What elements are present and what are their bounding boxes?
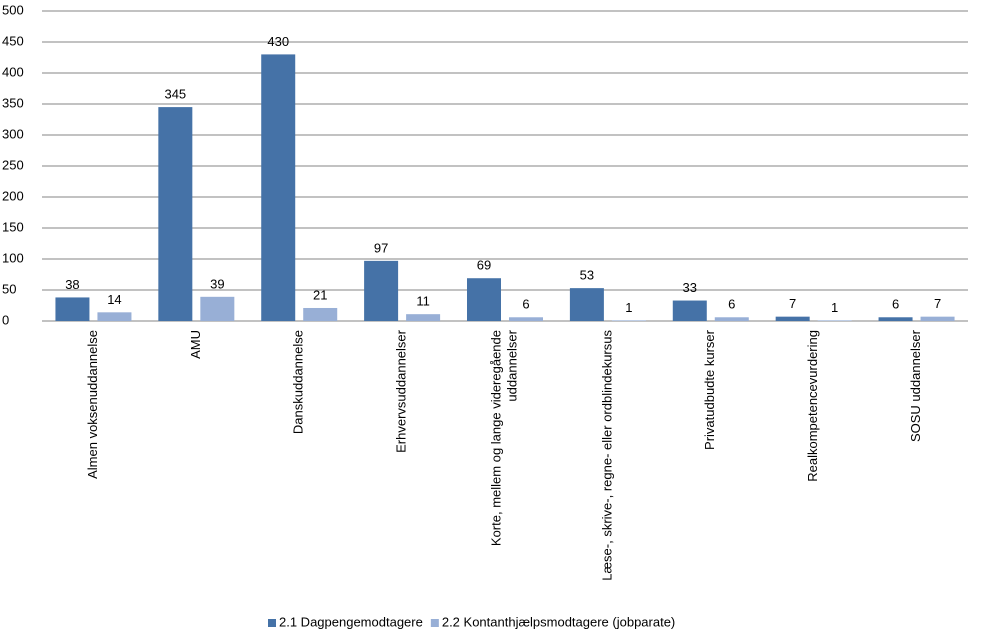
x-tick-label: Privatudbudte kurser [702,329,717,450]
y-tick-label: 0 [2,312,9,327]
x-tick-label: AMU [188,330,203,359]
bar [775,316,810,321]
y-tick-label: 300 [2,126,24,141]
y-tick-label: 100 [2,250,24,265]
y-tick-label: 50 [2,281,16,296]
value-label: 7 [934,296,941,311]
value-label: 11 [416,294,430,309]
value-label: 14 [107,292,121,307]
y-tick-label: 350 [2,95,24,110]
value-label: 53 [580,268,594,283]
value-label: 38 [65,277,79,292]
bar [200,296,235,321]
y-tick-label: 500 [2,2,24,17]
bar [569,288,604,321]
x-tick-label: SOSU uddannelser [908,329,923,442]
bar [467,278,501,321]
bar [364,260,399,321]
value-label: 39 [210,276,224,291]
bar [97,312,132,321]
x-tick-label: Erhvervsuddannelser [394,329,409,453]
x-tick-label: Læse-, skrive-, regne- eller ordblindeku… [599,330,614,581]
bar [303,307,338,321]
y-tick-label: 150 [2,219,24,234]
legend-label: 2.1 Dagpengemodtagere [279,614,423,629]
value-label: 97 [374,240,388,255]
value-label: 33 [683,280,697,295]
value-label: 1 [625,300,632,315]
value-label: 345 [164,87,186,102]
bar [817,320,852,321]
bar [158,107,193,321]
value-label: 21 [313,287,327,302]
y-tick-label: 250 [2,157,24,172]
y-tick-label: 200 [2,188,24,203]
x-tick-label: Korte, mellem og lange videregående [488,330,503,546]
legend-label: 2.2 Kontanthjælpsmodtagere (jobparate) [442,614,675,629]
legend: 2.1 Dagpengemodtagere 2.2 Kontanthjælpsmo… [268,614,675,629]
value-label: 6 [892,297,899,312]
bar [261,54,296,322]
bar [509,317,543,321]
value-label: 1 [831,300,838,315]
x-tick-label: Almen voksenuddannelse [85,330,100,479]
x-tick-label: uddannelser [504,329,519,401]
value-label: 430 [267,34,289,49]
x-tick-label: Danskuddannelse [291,330,306,434]
bar [672,300,707,321]
value-label: 6 [728,297,735,312]
x-tick-label: Realkompetencevurdering [805,330,820,482]
bar [55,297,90,321]
bar [878,317,913,321]
y-tick-label: 450 [2,33,24,48]
value-label: 69 [477,258,491,273]
value-label: 7 [789,296,796,311]
value-label: 6 [522,297,529,312]
y-tick-label: 400 [2,64,24,79]
bar [714,317,749,321]
bar [406,314,441,321]
bar [920,316,955,321]
bar [611,320,646,321]
legend-swatch [268,619,276,627]
legend-swatch [430,619,439,627]
